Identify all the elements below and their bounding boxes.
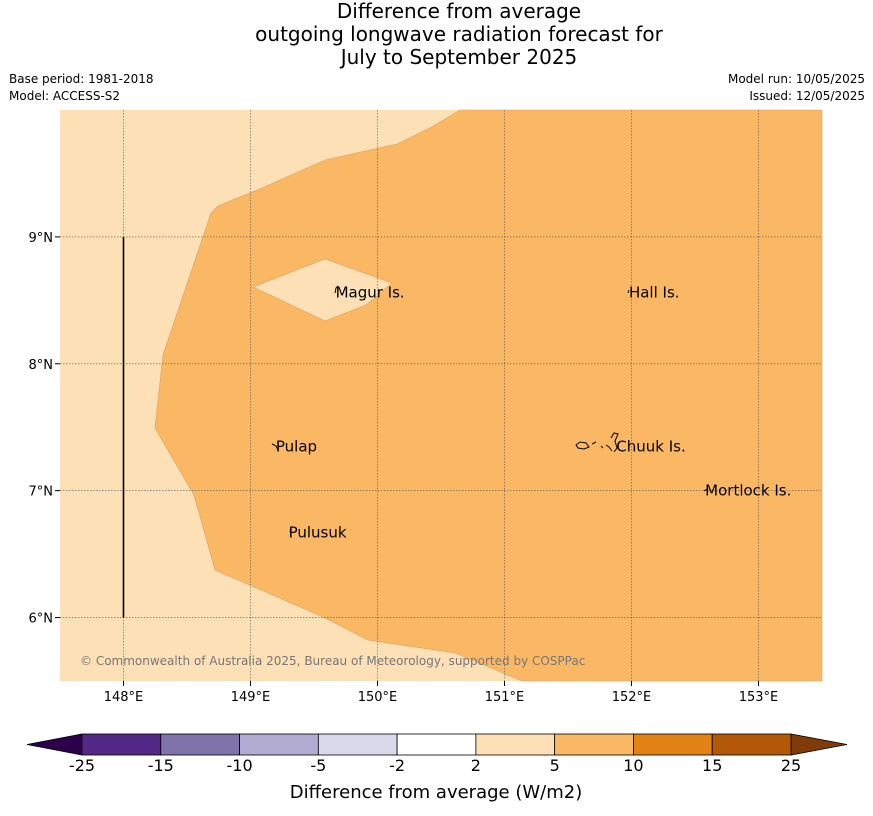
place-labels: Magur Is. Hall Is. Pulap Chuuk Is. Mortlock … bbox=[276, 284, 791, 542]
place-label: Pulap bbox=[276, 437, 317, 455]
hall-island-shape bbox=[627, 289, 630, 294]
chart-title: Difference from average outgoing longwav… bbox=[0, 0, 873, 69]
map-axes: 148°E 149°E 150°E 151°E 152°E 153°E 9°N 8°N 7°N 6… bbox=[29, 231, 779, 705]
title-line-2: outgoing longwave radiation forecast for bbox=[255, 22, 663, 46]
x-tick-label: 149°E bbox=[231, 690, 271, 705]
issued-text: Issued: 12/05/2025 bbox=[749, 89, 865, 103]
place-label: Hall Is. bbox=[629, 284, 680, 302]
colorbar-segment bbox=[475, 733, 556, 756]
x-tick-label: 151°E bbox=[485, 690, 525, 705]
anomaly-band-2-5-patch bbox=[252, 258, 393, 322]
place-label: Chuuk Is. bbox=[616, 437, 685, 455]
mortlock-island-shape bbox=[703, 488, 708, 492]
title-line-1: Difference from average bbox=[336, 0, 582, 23]
x-tick-label: 153°E bbox=[739, 690, 779, 705]
place-label: Pulusuk bbox=[289, 524, 347, 542]
colorbar-segment bbox=[239, 733, 319, 756]
colorbar: -25 -15 -10 -5 -2 2 5 10 15 25 bbox=[26, 733, 848, 775]
colorbar-tick-label: -15 bbox=[148, 756, 174, 775]
y-tick-label: 8°N bbox=[29, 358, 54, 373]
colorbar-segment bbox=[554, 733, 634, 756]
title-line-3: July to September 2025 bbox=[340, 45, 578, 69]
gridlines bbox=[60, 110, 822, 681]
colorbar-tick-label: -10 bbox=[226, 756, 252, 775]
colorbar-tick-label: -5 bbox=[310, 756, 326, 775]
place-label: Mortlock Is. bbox=[705, 482, 791, 500]
colorbar-segment bbox=[81, 733, 162, 756]
colorbar-tick-label: -25 bbox=[69, 756, 95, 775]
x-tick-label: 148°E bbox=[104, 690, 144, 705]
colorbar-segment bbox=[633, 733, 713, 756]
colorbar-segment bbox=[711, 733, 792, 756]
colorbar-tick-label: 25 bbox=[781, 756, 801, 775]
y-tick-label: 9°N bbox=[29, 231, 54, 246]
meta-right: Model run: 10/05/2025 Issued: 12/05/2025 bbox=[728, 71, 865, 105]
base-period-text: Base period: 1981-2018 bbox=[9, 72, 154, 86]
x-tick-label: 150°E bbox=[358, 690, 398, 705]
island-outlines bbox=[271, 285, 708, 533]
model-run-text: Model run: 10/05/2025 bbox=[727, 72, 865, 86]
colorbar-tick-label: -2 bbox=[389, 756, 405, 775]
pulusuk-island-shape bbox=[289, 527, 292, 533]
map-plot-area: Magur Is. Hall Is. Pulap Chuuk Is. Mortlock … bbox=[60, 109, 823, 682]
place-label: Magur Is. bbox=[336, 284, 405, 302]
anomaly-band-5-10 bbox=[154, 109, 823, 682]
colorbar-tick-label: 15 bbox=[702, 756, 722, 775]
model-text: Model: ACCESS-S2 bbox=[9, 89, 121, 103]
colorbar-over-arrow bbox=[790, 733, 848, 756]
x-tick-label: 152°E bbox=[612, 690, 652, 705]
chuuk-lagoon-shape bbox=[575, 432, 619, 453]
y-tick-label: 7°N bbox=[29, 485, 54, 500]
colorbar-under-arrow bbox=[26, 733, 83, 756]
colorbar-segment bbox=[396, 733, 477, 756]
colorbar-tick-label: 10 bbox=[623, 756, 643, 775]
meta-left: Base period: 1981-2018 Model: ACCESS-S2 bbox=[9, 71, 154, 105]
copyright-notice: © Commonwealth of Australia 2025, Bureau… bbox=[80, 654, 585, 668]
colorbar-segment bbox=[317, 733, 398, 756]
colorbar-tick-label: 2 bbox=[471, 756, 481, 775]
colorbar-title: Difference from average (W/m2) bbox=[290, 782, 582, 803]
colorbar-tick-label: 5 bbox=[550, 756, 560, 775]
pulap-island-shape bbox=[271, 443, 279, 451]
colorbar-segment bbox=[160, 733, 240, 756]
magur-island-shape bbox=[334, 285, 339, 294]
y-tick-label: 6°N bbox=[29, 612, 54, 627]
